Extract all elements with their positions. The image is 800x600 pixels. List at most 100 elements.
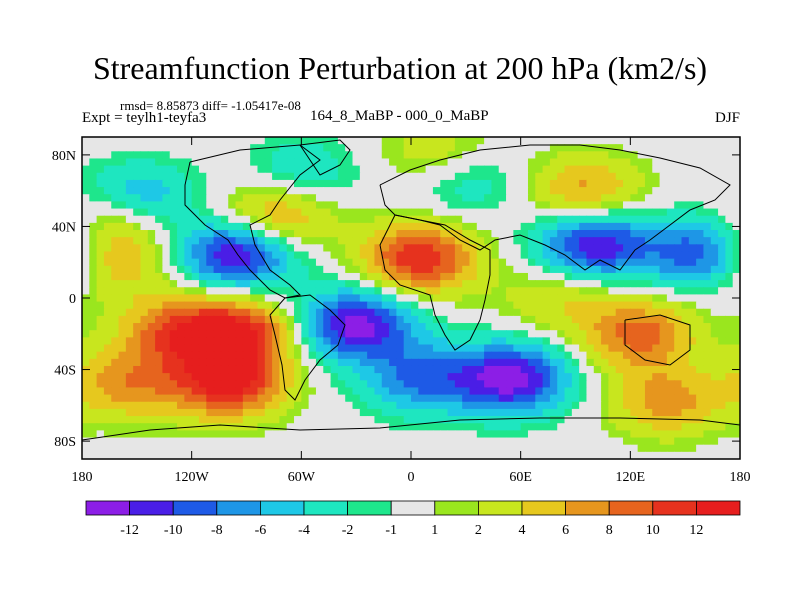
heatmap-cell xyxy=(374,172,383,181)
heatmap-cell xyxy=(147,344,156,353)
heatmap-cell xyxy=(527,187,536,195)
heatmap-cell xyxy=(469,244,478,253)
heatmap-cell xyxy=(315,380,324,389)
heatmap-cell xyxy=(345,315,354,324)
heatmap-cell xyxy=(491,323,500,331)
heatmap-cell xyxy=(315,351,324,360)
heatmap-cell xyxy=(82,423,90,431)
heatmap-cell xyxy=(447,215,456,224)
heatmap-cell xyxy=(111,323,120,331)
heatmap-cell xyxy=(703,330,712,338)
heatmap-cell xyxy=(272,394,280,403)
heatmap-cell xyxy=(191,408,200,417)
heatmap-cell xyxy=(213,301,222,310)
heatmap-cell xyxy=(652,151,661,160)
heatmap-cell xyxy=(469,179,478,188)
heatmap-cell xyxy=(454,165,463,174)
heatmap-cell xyxy=(213,258,222,267)
heatmap-cell xyxy=(454,194,463,202)
heatmap-cell xyxy=(337,423,346,431)
heatmap-cell xyxy=(294,387,302,396)
heatmap-cell xyxy=(476,244,485,253)
heatmap-cell xyxy=(220,401,229,410)
heatmap-cell xyxy=(491,423,500,431)
heatmap-cell xyxy=(484,179,493,188)
heatmap-cell xyxy=(674,315,683,324)
heatmap-cell xyxy=(454,251,463,260)
heatmap-cell xyxy=(623,144,631,152)
heatmap-cell xyxy=(411,358,419,367)
heatmap-cell xyxy=(462,215,471,224)
heatmap-cell xyxy=(198,258,207,267)
heatmap-cell xyxy=(425,351,434,360)
heatmap-cell xyxy=(111,423,120,431)
heatmap-cell xyxy=(542,287,551,296)
heatmap-cell xyxy=(520,251,529,260)
heatmap-cell xyxy=(491,351,500,360)
heatmap-cell xyxy=(352,230,361,238)
heatmap-cell xyxy=(549,451,558,459)
heatmap-cell xyxy=(103,144,112,152)
colorbar-label: 6 xyxy=(562,523,569,538)
heatmap-cell xyxy=(389,258,397,267)
heatmap-cell xyxy=(337,301,346,310)
heatmap-cell xyxy=(652,308,661,317)
heatmap-cell xyxy=(432,294,441,303)
heatmap-cell xyxy=(688,401,697,410)
heatmap-cell xyxy=(96,165,105,174)
heatmap-cell xyxy=(367,437,376,446)
heatmap-cell xyxy=(403,230,412,238)
heatmap-cell xyxy=(608,344,617,353)
heatmap-cell xyxy=(96,158,105,167)
heatmap-cell xyxy=(506,330,514,338)
heatmap-cell xyxy=(535,394,544,403)
heatmap-cell xyxy=(140,437,149,446)
heatmap-cell xyxy=(367,430,376,439)
heatmap-cell xyxy=(513,144,522,152)
heatmap-cell xyxy=(257,315,266,324)
heatmap-cell xyxy=(367,301,376,310)
heatmap-cell xyxy=(549,365,558,374)
heatmap-cell xyxy=(630,287,639,296)
heatmap-cell xyxy=(111,237,120,245)
heatmap-cell xyxy=(147,230,156,238)
heatmap-cell xyxy=(337,408,346,417)
heatmap-cell xyxy=(659,308,668,317)
heatmap-cell xyxy=(286,308,295,317)
heatmap-cell xyxy=(579,408,588,417)
heatmap-cell xyxy=(593,351,602,360)
heatmap-cell xyxy=(103,272,112,281)
heatmap-cell xyxy=(542,373,551,381)
heatmap-cell xyxy=(718,323,726,331)
heatmap-cell xyxy=(198,416,207,424)
heatmap-cell xyxy=(294,222,302,231)
heatmap-cell xyxy=(301,208,310,217)
heatmap-cell xyxy=(564,358,573,367)
heatmap-cell xyxy=(133,179,142,188)
heatmap-cell xyxy=(549,172,558,181)
heatmap-cell xyxy=(198,315,207,324)
heatmap-cell xyxy=(571,301,580,310)
heatmap-cell xyxy=(564,272,573,281)
heatmap-cell xyxy=(476,315,485,324)
heatmap-cell xyxy=(242,337,251,346)
heatmap-cell xyxy=(432,351,441,360)
heatmap-cell xyxy=(345,416,354,424)
heatmap-cell xyxy=(674,215,683,224)
heatmap-cell xyxy=(418,430,427,439)
heatmap-cell xyxy=(228,215,237,224)
heatmap-cell xyxy=(696,423,705,431)
heatmap-cell xyxy=(286,137,295,145)
heatmap-cell xyxy=(315,151,324,160)
heatmap-cell xyxy=(542,451,551,459)
heatmap-cell xyxy=(359,230,368,238)
heatmap-cell xyxy=(286,387,295,396)
heatmap-cell xyxy=(184,401,193,410)
heatmap-cell xyxy=(103,179,112,188)
heatmap-cell xyxy=(549,244,558,253)
heatmap-cell xyxy=(542,365,551,374)
heatmap-cell xyxy=(718,373,726,381)
heatmap-cell xyxy=(593,358,602,367)
heatmap-cell xyxy=(469,301,478,310)
heatmap-cell xyxy=(732,187,740,195)
